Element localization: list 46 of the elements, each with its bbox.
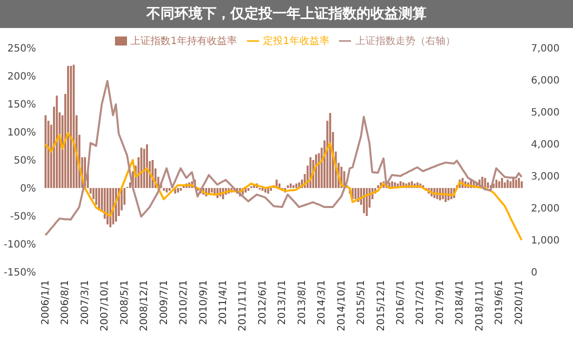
chart-title: 不同环境下，仅定投一年上证指数的收益测算	[0, 0, 573, 28]
x-tick-label: 2014/3/1	[316, 280, 328, 325]
x-tick-label: 2006/8/1	[60, 280, 72, 325]
y-tick-label: -150%	[4, 268, 36, 279]
y2-tick-label: 3,000	[531, 172, 560, 183]
y-tick-label: 250%	[7, 44, 36, 55]
x-tick-label: 2009/7/1	[158, 280, 170, 325]
x-tick-label: 2008/5/1	[119, 280, 130, 325]
y2-tick-label: 4,000	[531, 140, 560, 151]
y2-tick-label: 6,000	[531, 76, 560, 87]
x-tick-label: 2016/7/1	[396, 280, 407, 325]
y2-tick-label: 5,000	[531, 108, 560, 119]
y2-tick-label: 0	[531, 268, 538, 279]
y-tick-label: 200%	[7, 72, 36, 83]
y2-tick-label: 1,000	[531, 236, 560, 247]
x-tick-label: 2007/3/1	[80, 280, 91, 325]
x-tick-label: 2008/12/1	[139, 280, 150, 332]
x-tick-label: 2020/1/1	[514, 280, 525, 325]
y-tick-label: 100%	[7, 128, 36, 139]
x-tick-label: 2018/11/1	[474, 280, 486, 332]
x-tick-label: 2017/2/1	[415, 280, 426, 325]
x-tick-label: 2010/2/1	[178, 280, 190, 325]
x-tick-label: 2006/1/1	[40, 280, 52, 325]
x-tick-label: 2011/4/1	[218, 280, 230, 325]
y-tick-label: 150%	[7, 100, 36, 111]
y-tick-label: -100%	[4, 240, 36, 251]
y-tick-label: -50%	[10, 212, 36, 223]
legend-label: 上证指数1年持有收益率	[130, 36, 237, 47]
x-tick-label: 2012/6/1	[257, 280, 268, 325]
x-tick-label: 2013/1/1	[277, 280, 288, 325]
x-tick-label: 2010/9/1	[198, 280, 210, 325]
legend-label: 上证指数走势（右轴）	[355, 36, 456, 47]
x-tick-label: 2017/9/1	[434, 280, 446, 325]
legend-label: 定投1年收益率	[263, 36, 330, 47]
x-tick-label: 2015/5/1	[356, 280, 368, 325]
y-tick-label: 0%	[20, 184, 36, 195]
x-tick-label: 2015/12/1	[376, 280, 387, 332]
x-tick-label: 2014/10/1	[336, 280, 348, 332]
x-tick-label: 2013/8/1	[296, 280, 308, 325]
y-tick-label: 50%	[14, 156, 36, 167]
x-tick-label: 2018/4/1	[454, 280, 466, 325]
y2-tick-label: 7,000	[531, 44, 560, 55]
x-tick-label: 2019/6/1	[494, 280, 506, 325]
x-tick-label: 2011/11/1	[238, 280, 249, 332]
y2-tick-label: 2,000	[531, 204, 560, 215]
x-tick-label: 2007/10/1	[100, 280, 111, 332]
